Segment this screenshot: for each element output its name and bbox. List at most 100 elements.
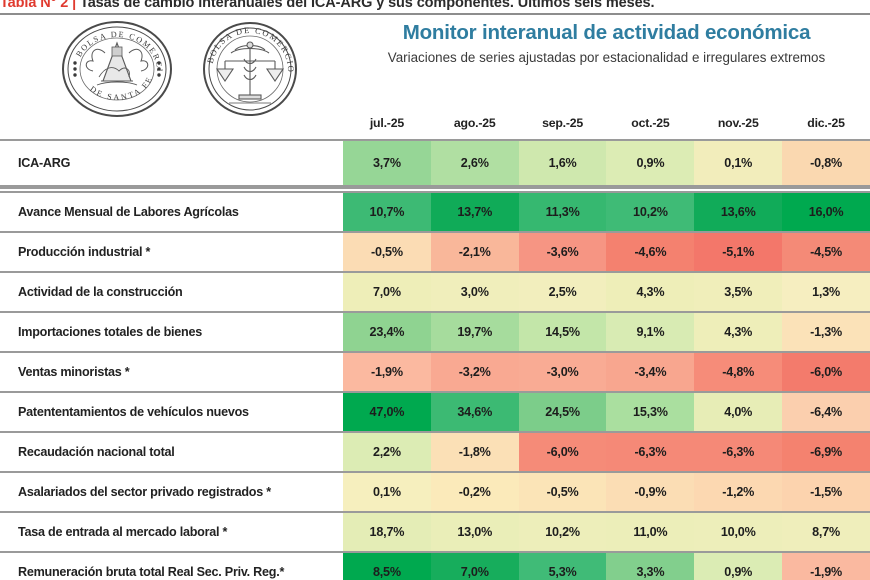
row-label: ICA-ARG	[0, 141, 343, 185]
data-cell: 11,0%	[606, 513, 695, 551]
month-header-1: jul.-25	[369, 116, 404, 130]
data-cell: -3,2%	[430, 353, 519, 391]
data-cell: 10,2%	[606, 193, 695, 231]
data-cell: 16,0%	[782, 193, 870, 231]
month-header-6: dic.-25	[807, 116, 845, 130]
row-cells: 10,7% 13,7% 11,3% 10,2% 13,6% 16,0%	[343, 193, 870, 231]
data-cell: 23,4%	[343, 313, 431, 351]
heatmap-table: ICA-ARG 3,7% 2,6% 1,6% 0,9% 0,1% -0,8% Avance M…	[0, 139, 870, 580]
row-label: Patententamientos de vehículos nuevos	[0, 393, 343, 431]
row-cells: 0,1% -0,2% -0,5% -0,9% -1,2% -1,5%	[343, 473, 870, 511]
page-title: Monitor interanual de actividad económic…	[402, 21, 811, 44]
data-cell: 47,0%	[343, 393, 431, 431]
data-cell: 8,5%	[343, 553, 431, 580]
bolsa-comercio-rosario-seal-icon: BOLSA DE COMERCIO DE ROSARIO	[191, 19, 297, 116]
row-label: Producción industrial *	[0, 233, 343, 271]
data-cell: -1,2%	[694, 473, 783, 511]
data-cell: 3,0%	[430, 273, 519, 311]
data-cell: 0,9%	[694, 553, 783, 580]
data-cell: -6,9%	[782, 433, 870, 471]
data-cell: 4,3%	[694, 313, 783, 351]
data-cell: 19,7%	[430, 313, 519, 351]
data-cell: 0,9%	[606, 141, 695, 185]
month-header-2: ago.-25	[453, 116, 496, 130]
table-row: Asalariados del sector privado registrad…	[0, 471, 870, 511]
data-cell: -0,2%	[430, 473, 519, 511]
month-header-3: sep.-25	[542, 116, 584, 130]
figure-caption: Tabla N° 2 | Tasas de cambio interanuale…	[0, 0, 870, 12]
data-cell: 10,2%	[518, 513, 607, 551]
data-cell: -0,8%	[782, 141, 870, 185]
data-cell: 15,3%	[606, 393, 695, 431]
caption-text: Tasas de cambio interanuales del ICA-ARG…	[76, 0, 655, 11]
data-cell: 0,1%	[343, 473, 431, 511]
data-cell: 18,7%	[343, 513, 431, 551]
data-cell: 2,6%	[430, 141, 519, 185]
data-cell: 1,3%	[782, 273, 870, 311]
row-label: Remuneración bruta total Real Sec. Priv.…	[0, 553, 343, 580]
data-cell: -2,1%	[430, 233, 519, 271]
data-cell: 7,0%	[430, 553, 519, 580]
data-cell: 11,3%	[518, 193, 607, 231]
row-label: Avance Mensual de Labores Agrícolas	[0, 193, 343, 231]
data-cell: -4,8%	[694, 353, 783, 391]
data-cell: -1,5%	[782, 473, 870, 511]
row-label: Tasa de entrada al mercado laboral *	[0, 513, 343, 551]
data-cell: -3,6%	[518, 233, 607, 271]
data-cell: 3,5%	[694, 273, 783, 311]
table-row: Tasa de entrada al mercado laboral * 18,7…	[0, 511, 870, 551]
data-cell: -3,4%	[606, 353, 695, 391]
row-cells: 3,7% 2,6% 1,6% 0,9% 0,1% -0,8%	[343, 141, 870, 185]
row-cells: -1,9% -3,2% -3,0% -3,4% -4,8% -6,0%	[343, 353, 870, 391]
data-cell: -4,5%	[782, 233, 870, 271]
table-row: Patententamientos de vehículos nuevos 47,…	[0, 391, 870, 431]
data-cell: -4,6%	[606, 233, 695, 271]
data-cell: 4,3%	[606, 273, 695, 311]
data-cell: -6,3%	[694, 433, 783, 471]
table-row: Remuneración bruta total Real Sec. Priv.…	[0, 551, 870, 580]
table-row: Recaudación nacional total 2,2% -1,8% -6,0%…	[0, 431, 870, 471]
table-row: Avance Mensual de Labores Agrícolas 10,7%…	[0, 191, 870, 231]
data-cell: -5,1%	[694, 233, 783, 271]
row-label: Recaudación nacional total	[0, 433, 343, 471]
table-row: ICA-ARG 3,7% 2,6% 1,6% 0,9% 0,1% -0,8%	[0, 139, 870, 187]
row-cells: 47,0% 34,6% 24,5% 15,3% 4,0% -6,4%	[343, 393, 870, 431]
data-cell: -1,8%	[430, 433, 519, 471]
caption-number: Tabla N° 2 |	[0, 0, 77, 11]
row-cells: 7,0% 3,0% 2,5% 4,3% 3,5% 1,3%	[343, 273, 870, 311]
data-cell: -6,4%	[782, 393, 870, 431]
row-label: Importaciones totales de bienes	[0, 313, 343, 351]
data-cell: 0,1%	[694, 141, 783, 185]
data-cell: 8,7%	[782, 513, 870, 551]
row-label: Actividad de la construcción	[0, 273, 343, 311]
month-header-4: oct.-25	[631, 116, 670, 130]
data-cell: 13,6%	[694, 193, 783, 231]
header-title-block: Monitor interanual de actividad económic…	[343, 17, 870, 67]
data-cell: 24,5%	[518, 393, 607, 431]
data-cell: -0,5%	[518, 473, 607, 511]
row-label: Ventas minoristas *	[0, 353, 343, 391]
table-row: Producción industrial * -0,5% -2,1% -3,6% -4…	[0, 231, 870, 271]
row-separator	[0, 187, 870, 191]
data-cell: -1,9%	[343, 353, 431, 391]
data-cell: -1,9%	[782, 553, 870, 580]
data-cell: -6,0%	[518, 433, 607, 471]
table-row: Actividad de la construcción 7,0% 3,0% 2,5%…	[0, 271, 870, 311]
data-cell: 3,3%	[606, 553, 695, 580]
column-header-row: jul.-25 ago.-25 sep.-25 oct.-25 nov.-25 dic.-…	[0, 116, 870, 139]
data-cell: 9,1%	[606, 313, 695, 351]
data-cell: -6,3%	[606, 433, 695, 471]
data-cell: -0,9%	[606, 473, 695, 511]
data-cell: 13,7%	[430, 193, 519, 231]
data-cell: 10,0%	[694, 513, 783, 551]
data-cell: 4,0%	[694, 393, 783, 431]
data-cell: 5,3%	[518, 553, 607, 580]
data-cell: -0,5%	[343, 233, 431, 271]
data-cell: 2,5%	[518, 273, 607, 311]
month-labels: jul.-25 ago.-25 sep.-25 oct.-25 nov.-25 dic.-…	[343, 116, 870, 139]
row-cells: 8,5% 7,0% 5,3% 3,3% 0,9% -1,9%	[343, 553, 870, 580]
data-cell: 1,6%	[518, 141, 607, 185]
row-label: Asalariados del sector privado registrad…	[0, 473, 343, 511]
table-row: Ventas minoristas * -1,9% -3,2% -3,0% -3,4% -…	[0, 351, 870, 391]
